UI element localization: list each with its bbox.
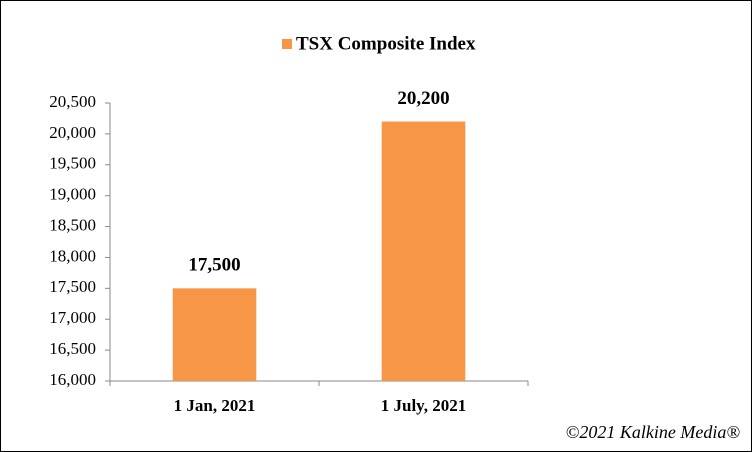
y-tick-label: 19,000 [49,185,96,204]
bar [381,121,466,382]
y-tick-label: 17,500 [49,277,96,296]
bar [172,288,257,381]
y-tick-label: 19,500 [49,154,96,173]
x-tick-label: 1 Jan, 2021 [174,396,256,415]
y-tick-label: 20,500 [49,92,96,111]
legend-label: TSX Composite Index [296,33,476,54]
y-tick-label: 16,500 [49,339,96,358]
y-tick-label: 17,000 [49,308,96,327]
y-tick-label: 18,500 [49,215,96,234]
watermark: ©2021 Kalkine Media® [566,422,741,442]
y-tick-label: 18,000 [49,246,96,265]
legend-swatch [282,39,292,49]
x-tick-label: 1 July, 2021 [381,396,467,415]
y-tick-label: 20,000 [49,123,96,142]
data-label: 17,500 [188,255,240,276]
y-tick-label: 16,000 [49,370,96,389]
data-label: 20,200 [397,88,449,109]
